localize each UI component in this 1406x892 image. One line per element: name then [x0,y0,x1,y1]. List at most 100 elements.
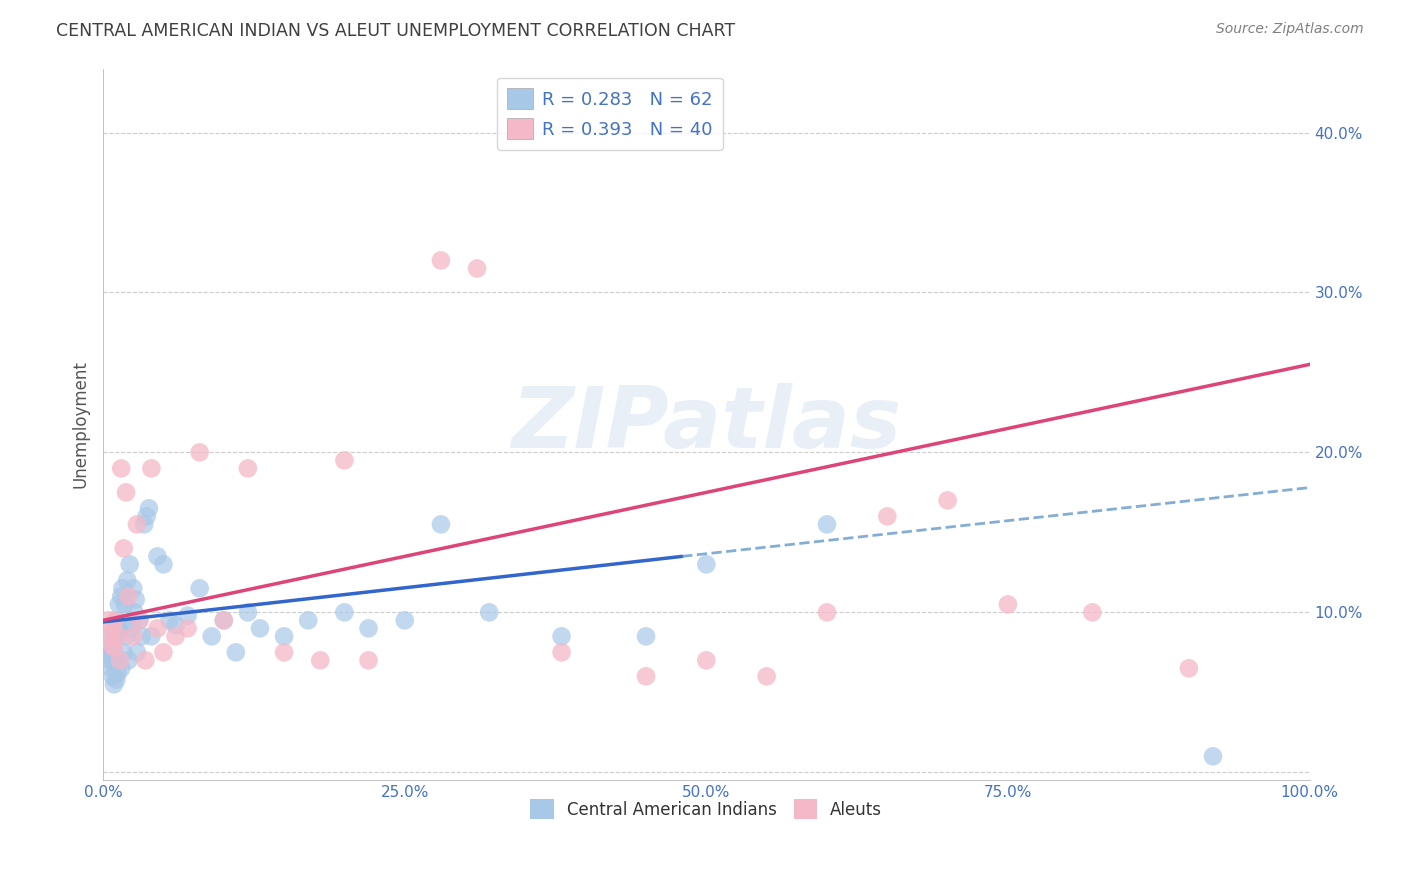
Point [273,629,295,643]
Point [997,598,1019,612]
Point [141,461,163,475]
Point [309,653,332,667]
Point [165,629,187,643]
Text: ZIPatlas: ZIPatlas [512,383,901,466]
Point [225,645,247,659]
Point [815,605,838,619]
Point [110,461,132,475]
Point [333,453,356,467]
Point [138,501,160,516]
Point [430,517,453,532]
Point [131,629,153,643]
Point [430,253,453,268]
Point [101,621,124,635]
Point [117,653,139,667]
Point [134,653,156,667]
Point [100,661,122,675]
Point [176,608,198,623]
Point [146,549,169,564]
Point [550,629,572,643]
Point [101,669,124,683]
Point [110,590,132,604]
Point [1202,749,1225,764]
Point [695,558,717,572]
Point [104,613,127,627]
Point [141,629,163,643]
Point [103,640,125,655]
Point [236,461,259,475]
Point [121,613,143,627]
Point [114,598,136,612]
Point [122,582,145,596]
Point [815,517,838,532]
Point [550,645,572,659]
Point [98,613,121,627]
Point [118,558,141,572]
Point [936,493,959,508]
Point [357,621,380,635]
Point [103,677,125,691]
Text: Source: ZipAtlas.com: Source: ZipAtlas.com [1216,22,1364,37]
Point [105,650,128,665]
Point [634,629,657,643]
Point [394,613,416,627]
Y-axis label: Unemployment: Unemployment [72,360,89,488]
Text: CENTRAL AMERICAN INDIAN VS ALEUT UNEMPLOYMENT CORRELATION CHART: CENTRAL AMERICAN INDIAN VS ALEUT UNEMPLO… [56,22,735,40]
Point [122,629,145,643]
Legend: Central American Indians, Aleuts: Central American Indians, Aleuts [523,793,889,825]
Point [117,590,139,604]
Point [98,653,121,667]
Point [212,613,235,627]
Point [236,605,259,619]
Point [273,645,295,659]
Point [112,541,135,556]
Point [104,657,127,671]
Point [101,637,124,651]
Point [107,629,129,643]
Point [128,613,150,627]
Point [152,558,174,572]
Point [134,517,156,532]
Point [105,673,128,687]
Point [108,653,131,667]
Point [125,592,148,607]
Point [108,598,131,612]
Point [333,605,356,619]
Point [108,624,131,639]
Point [249,621,271,635]
Point [98,640,121,655]
Point [111,582,134,596]
Point [107,666,129,681]
Point [159,613,181,627]
Point [297,613,319,627]
Point [188,445,211,459]
Point [115,485,138,500]
Point [117,574,139,588]
Point [115,629,138,643]
Point [112,645,135,659]
Point [98,629,121,643]
Point [146,621,169,635]
Point [110,661,132,675]
Point [98,645,121,659]
Point [107,613,129,627]
Point [478,605,501,619]
Point [176,621,198,635]
Point [100,637,122,651]
Point [100,650,122,665]
Point [152,645,174,659]
Point [188,582,211,596]
Point [128,613,150,627]
Point [634,669,657,683]
Point [135,509,157,524]
Point [125,517,148,532]
Point [120,621,142,635]
Point [695,653,717,667]
Point [1178,661,1201,675]
Point [124,605,146,619]
Point [755,669,778,683]
Point [165,618,187,632]
Point [1081,605,1104,619]
Point [212,613,235,627]
Point [876,509,898,524]
